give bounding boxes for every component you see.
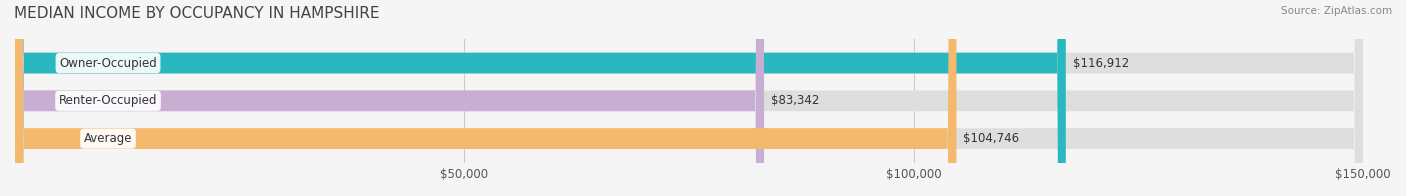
FancyBboxPatch shape: [15, 0, 1364, 196]
Text: $104,746: $104,746: [963, 132, 1019, 145]
Text: $116,912: $116,912: [1073, 57, 1129, 70]
Text: Renter-Occupied: Renter-Occupied: [59, 94, 157, 107]
Text: MEDIAN INCOME BY OCCUPANCY IN HAMPSHIRE: MEDIAN INCOME BY OCCUPANCY IN HAMPSHIRE: [14, 6, 380, 21]
FancyBboxPatch shape: [15, 0, 1364, 196]
FancyBboxPatch shape: [15, 0, 1364, 196]
Text: $83,342: $83,342: [770, 94, 820, 107]
Text: Average: Average: [84, 132, 132, 145]
Text: Owner-Occupied: Owner-Occupied: [59, 57, 157, 70]
Text: Source: ZipAtlas.com: Source: ZipAtlas.com: [1281, 6, 1392, 16]
FancyBboxPatch shape: [15, 0, 1066, 196]
FancyBboxPatch shape: [15, 0, 763, 196]
FancyBboxPatch shape: [15, 0, 956, 196]
